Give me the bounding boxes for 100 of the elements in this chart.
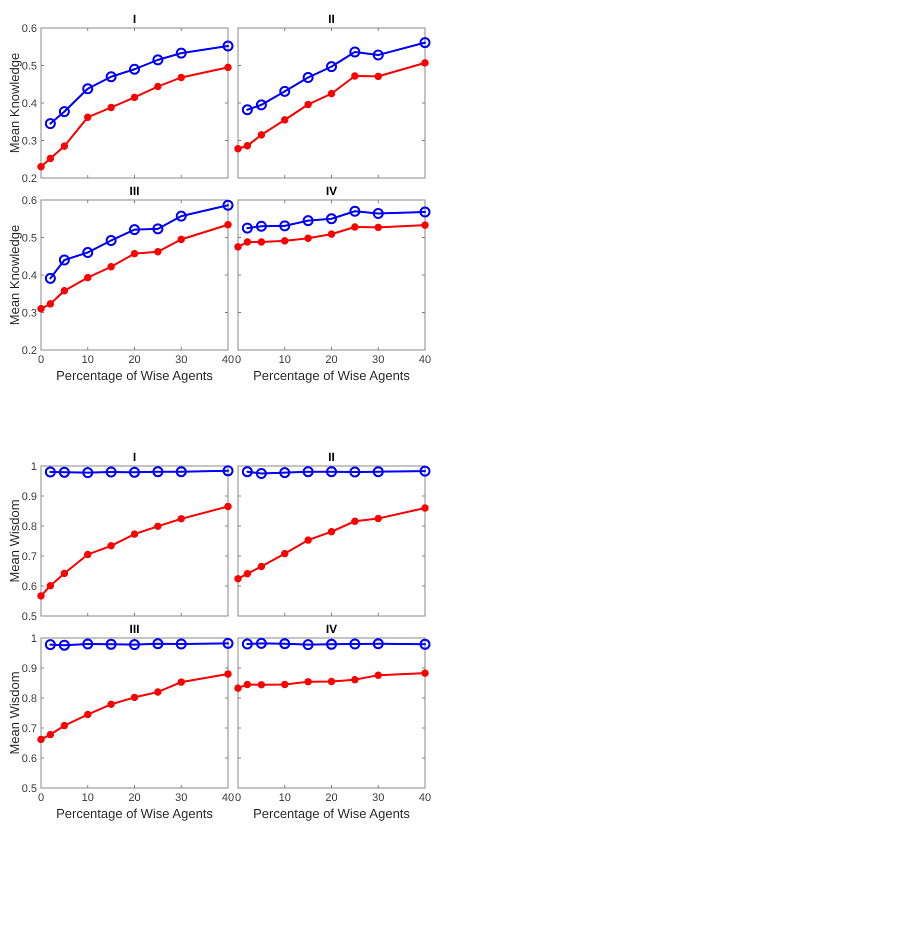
point xyxy=(279,638,290,650)
point xyxy=(176,466,187,478)
point xyxy=(326,638,337,650)
x-tick-label: 30 xyxy=(175,792,188,804)
point xyxy=(374,224,382,232)
point xyxy=(328,90,336,98)
x-tick-label: 40 xyxy=(222,792,234,804)
point xyxy=(304,100,312,108)
y-tick-label: 0.6 xyxy=(22,581,37,593)
point xyxy=(242,466,253,478)
y-tick-label: 0.7 xyxy=(22,723,37,735)
point xyxy=(106,466,117,478)
point xyxy=(129,64,140,75)
y-tick-label: 0.2 xyxy=(22,345,37,357)
y-tick-label: 0.6 xyxy=(22,753,37,765)
point xyxy=(256,220,267,232)
point xyxy=(326,61,337,72)
point xyxy=(60,722,68,730)
y-tick-label: 0.6 xyxy=(22,23,37,35)
x-axis-title: Percentage of Wise Agents xyxy=(253,368,410,383)
point xyxy=(44,118,56,130)
point xyxy=(129,224,140,236)
point xyxy=(420,37,430,48)
point xyxy=(302,639,314,650)
point xyxy=(242,222,253,234)
point xyxy=(372,50,384,60)
point xyxy=(152,54,164,66)
point xyxy=(328,230,336,238)
point xyxy=(130,530,138,538)
point xyxy=(37,305,45,312)
point xyxy=(304,234,312,242)
point xyxy=(420,638,430,650)
y-tick-label: 0.2 xyxy=(22,173,37,185)
point xyxy=(372,638,384,650)
x-tick-label: 0 xyxy=(234,354,242,366)
point xyxy=(374,72,382,80)
point xyxy=(224,64,232,72)
point xyxy=(37,736,45,744)
y-tick-label: 0.9 xyxy=(22,491,37,503)
x-axis-title: Percentage of Wise Agents xyxy=(253,806,410,821)
y-axis-title: Mean Wisdom xyxy=(7,671,22,755)
point xyxy=(82,83,94,94)
point xyxy=(154,522,162,530)
point xyxy=(421,669,429,677)
y-tick-label: 0.8 xyxy=(22,521,37,533)
point xyxy=(421,504,429,512)
point xyxy=(234,684,242,692)
x-tick-label: 30 xyxy=(372,354,384,366)
point xyxy=(351,518,359,525)
point xyxy=(46,730,54,738)
y-tick-label: 0.5 xyxy=(22,611,37,623)
y-tick-label: 0.7 xyxy=(22,551,37,563)
x-axis-title: Percentage of Wise Agents xyxy=(56,368,214,383)
chart-title: IV xyxy=(326,622,338,636)
point xyxy=(222,200,234,211)
x-tick-label: 10 xyxy=(278,354,291,366)
point xyxy=(328,678,336,686)
point xyxy=(234,243,242,251)
point xyxy=(351,223,359,231)
point xyxy=(242,104,253,116)
point xyxy=(106,638,117,650)
point xyxy=(421,59,429,67)
chart-title: II xyxy=(328,12,335,26)
point xyxy=(258,562,266,570)
point xyxy=(224,221,232,228)
point xyxy=(281,116,288,124)
point xyxy=(372,466,384,478)
point xyxy=(351,72,359,80)
x-tick-label: 0 xyxy=(234,792,242,804)
point xyxy=(130,94,138,102)
y-axis-title: Mean Knowledge xyxy=(7,52,22,154)
point xyxy=(130,694,138,702)
point xyxy=(302,215,314,226)
point xyxy=(304,536,312,544)
point xyxy=(107,542,115,550)
point xyxy=(244,238,252,246)
point xyxy=(256,468,267,479)
point xyxy=(222,638,234,649)
chart-title: II xyxy=(328,450,335,464)
point xyxy=(154,688,162,696)
y-tick-label: 0.4 xyxy=(22,270,37,282)
x-tick-label: 20 xyxy=(325,792,338,804)
point xyxy=(44,466,56,478)
point xyxy=(242,638,253,650)
y-tick-label: 0.9 xyxy=(22,663,37,675)
point xyxy=(84,550,92,558)
point xyxy=(46,154,54,162)
point xyxy=(224,670,232,678)
x-tick-label: 20 xyxy=(128,792,141,804)
y-tick-label: 0.4 xyxy=(22,98,37,110)
x-tick-label: 20 xyxy=(128,354,141,366)
point xyxy=(107,104,115,112)
point xyxy=(129,466,140,478)
point xyxy=(58,640,70,651)
point xyxy=(176,638,187,650)
point xyxy=(82,247,94,258)
point xyxy=(152,638,164,650)
point xyxy=(349,206,360,217)
chart-title: III xyxy=(129,622,140,636)
point xyxy=(107,700,115,708)
